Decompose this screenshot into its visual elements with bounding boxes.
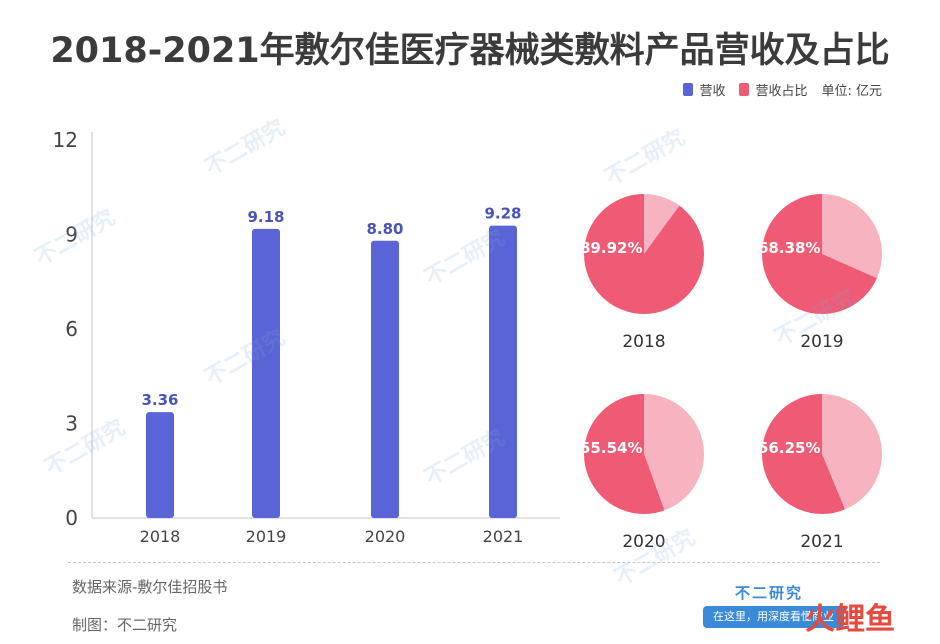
chart-title: 2018-2021年敷尔佳医疗器械类敷料产品营收及占比 <box>50 31 890 71</box>
y-tick-label: 0 <box>65 506 78 530</box>
bar-value-label: 9.28 <box>484 205 521 223</box>
bar-2020 <box>371 240 399 519</box>
pie-2020 <box>584 394 704 514</box>
pie-2019 <box>762 194 882 314</box>
pie-percent-label: 56.25% <box>758 439 821 457</box>
bar-2021 <box>489 225 517 518</box>
pie-percent-label: 55.54% <box>580 439 643 457</box>
divider <box>68 562 880 563</box>
brand-logo-text: 火鲤鱼 <box>805 602 895 637</box>
x-tick-label: 2019 <box>246 527 287 546</box>
bar-value-label: 8.80 <box>366 220 403 238</box>
brand-badge: 不二研究 在这里，用深度看懂商业 火鲤鱼 <box>695 582 895 637</box>
legend-unit: 单位: 亿元 <box>821 80 882 99</box>
legend-item-revenue: 营收 <box>683 80 725 99</box>
source-note: 数据来源-敷尔佳招股书 <box>72 578 228 596</box>
y-tick-label: 9 <box>65 223 78 247</box>
pie-2018 <box>584 194 704 314</box>
watermark: 不二研究 <box>600 125 690 191</box>
pie-year-label: 2018 <box>622 332 666 352</box>
bar-2018 <box>146 412 174 518</box>
pie-year-label: 2020 <box>622 532 666 552</box>
bar-value-label: 9.18 <box>247 208 284 226</box>
bar-value-label: 3.36 <box>141 391 178 409</box>
unit-label: 单位: 亿元 <box>821 84 882 99</box>
x-tick-label: 2018 <box>140 527 181 546</box>
legend-item-share: 营收占比 <box>739 80 807 99</box>
brand-tagline: 在这里，用深度看懂商业 <box>703 606 844 628</box>
bar-2019 <box>252 228 280 518</box>
y-tick-label: 3 <box>65 412 78 436</box>
legend-label-revenue: 营收 <box>699 84 726 99</box>
pie-year-label: 2021 <box>800 532 844 552</box>
y-tick-label: 12 <box>53 128 78 152</box>
legend-swatch-share <box>739 83 750 96</box>
legend-label-share: 营收占比 <box>755 84 808 99</box>
watermark: 不二研究 <box>610 525 700 591</box>
made-by-note: 制图：不二研究 <box>72 616 178 634</box>
pie-year-label: 2019 <box>800 332 844 352</box>
legend-swatch-revenue <box>683 83 694 96</box>
legend: 营收 营收占比 单位: 亿元 <box>669 80 882 99</box>
bar-chart: 0 3 6 9 12 3.36 2018 9.18 2019 8.80 2020 9.28 2021 <box>53 128 560 546</box>
y-tick-label: 6 <box>65 317 78 341</box>
x-tick-label: 2020 <box>365 527 406 546</box>
pie-percent-label: 68.38% <box>758 239 821 257</box>
x-tick-label: 2021 <box>483 527 524 546</box>
pie-percent-label: 89.92% <box>580 239 643 257</box>
brand-name: 不二研究 <box>735 584 804 602</box>
pie-2021 <box>762 394 882 514</box>
